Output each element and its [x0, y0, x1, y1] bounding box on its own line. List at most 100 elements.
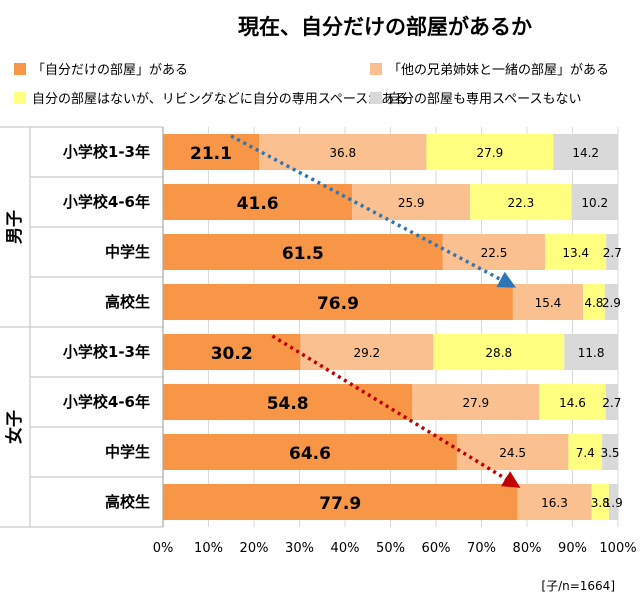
- bar-segment: [163, 434, 457, 470]
- data-label: 28.8: [485, 346, 512, 360]
- bar-segment: [163, 134, 260, 170]
- bar-segment: [568, 434, 603, 470]
- bar-segment: [602, 434, 618, 470]
- bar-segment: [539, 384, 606, 420]
- bar-segment: [163, 484, 518, 520]
- bar-segment: [163, 384, 413, 420]
- data-label: 29.2: [353, 346, 380, 360]
- bar-segment: [470, 184, 572, 220]
- bar-segment: [456, 434, 569, 470]
- legend: 「自分だけの部屋」がある 「他の兄弟姉妹と一緒の部屋」がある自分の部屋はないが、リ…: [14, 63, 609, 107]
- legend-swatch-4: [370, 92, 382, 104]
- bar-segment: [545, 234, 607, 270]
- bar-segment: [571, 184, 618, 220]
- x-tick-label: 0%: [153, 541, 174, 556]
- trend-arrow: [271, 334, 521, 488]
- data-label: 54.8: [267, 394, 309, 414]
- x-tick-label: 50%: [376, 541, 405, 556]
- group-label: 女子: [4, 410, 25, 444]
- chart-title: 現在、自分だけの部屋があるか: [238, 15, 532, 39]
- bar-segment: [517, 484, 592, 520]
- category-label: 高校生: [105, 293, 150, 311]
- bar-segment: [553, 134, 618, 170]
- data-label: 76.9: [317, 294, 359, 314]
- bar-segment: [300, 334, 434, 370]
- data-label: 27.9: [477, 146, 504, 160]
- x-tick-label: 10%: [194, 541, 223, 556]
- bar-segment: [442, 234, 546, 270]
- data-label: 2.7: [603, 246, 622, 260]
- data-label: 4.8: [584, 296, 603, 310]
- sample-size-note: [子/n=1664]: [541, 579, 615, 593]
- data-label: 3.5: [600, 446, 619, 460]
- category-label: 中学生: [105, 243, 150, 261]
- data-label: 14.2: [572, 146, 599, 160]
- x-tick-label: 70%: [467, 541, 496, 556]
- bar-segment: [608, 484, 618, 520]
- data-label: 30.2: [211, 344, 253, 364]
- data-label: 14.6: [559, 396, 586, 410]
- data-label: 3.8: [591, 496, 610, 510]
- data-label: 22.3: [507, 196, 534, 210]
- bar-segment: [426, 134, 554, 170]
- data-label: 13.4: [562, 246, 589, 260]
- category-label: 小学校4-6年: [63, 393, 150, 411]
- bar-segment: [591, 484, 609, 520]
- data-label: 24.5: [499, 446, 526, 460]
- data-label: 27.9: [462, 396, 489, 410]
- legend-swatch-1: [14, 63, 26, 75]
- legend-label-3: 自分の部屋はないが、リビングなどに自分の専用スペースがある: [32, 92, 407, 107]
- bar-segment: [564, 334, 618, 370]
- category-label: 小学校1-3年: [63, 343, 150, 361]
- x-tick-label: 40%: [331, 541, 360, 556]
- category-label: 中学生: [105, 443, 150, 461]
- bar-segment: [352, 184, 471, 220]
- bar-segment: [163, 234, 443, 270]
- data-label: 10.2: [581, 196, 608, 210]
- bar-segment: [582, 284, 605, 320]
- legend-label-1: 「自分だけの部屋」がある: [32, 63, 188, 78]
- data-label: 15.4: [535, 296, 562, 310]
- bar-segment: [604, 284, 618, 320]
- legend-swatch-2: [370, 63, 382, 75]
- bar-segment: [606, 234, 619, 270]
- bar-segment: [605, 384, 618, 420]
- data-label: 64.6: [289, 444, 331, 464]
- data-label: 2.7: [602, 396, 621, 410]
- category-label: 小学校4-6年: [63, 193, 150, 211]
- category-label: 高校生: [105, 493, 150, 511]
- bar-segment: [259, 134, 427, 170]
- legend-swatch-3: [14, 92, 26, 104]
- bar-segment: [512, 284, 583, 320]
- bar-segment: [163, 184, 353, 220]
- x-tick-label: 30%: [285, 541, 314, 556]
- bar-segment: [163, 284, 513, 320]
- x-tick-label: 90%: [558, 541, 587, 556]
- data-label: 22.5: [481, 246, 508, 260]
- data-label: 16.3: [541, 496, 568, 510]
- x-tick-label: 60%: [422, 541, 451, 556]
- data-label: 1.9: [604, 496, 623, 510]
- x-tick-label: 80%: [513, 541, 542, 556]
- data-label: 2.9: [602, 296, 621, 310]
- x-tick-label: 20%: [240, 541, 269, 556]
- bar-segment: [433, 334, 565, 370]
- legend-label-4: 自分の部屋も専用スペースもない: [388, 92, 581, 107]
- data-label: 11.8: [578, 346, 605, 360]
- x-tick-label: 100%: [599, 541, 636, 556]
- data-label: 61.5: [282, 244, 324, 264]
- group-label: 男子: [5, 210, 25, 244]
- data-label: 21.1: [190, 144, 232, 164]
- bar-segment: [412, 384, 540, 420]
- data-label: 25.9: [398, 196, 425, 210]
- category-label: 小学校1-3年: [63, 143, 150, 161]
- data-label: 77.9: [319, 494, 361, 514]
- bar-segment: [163, 334, 301, 370]
- data-label: 36.8: [329, 146, 356, 160]
- trend-arrow: [230, 134, 516, 288]
- legend-label-2: 「他の兄弟姉妹と一緒の部屋」がある: [388, 63, 609, 78]
- data-label: 41.6: [237, 194, 279, 214]
- plot-area: 0% 10% 20% 30% 40% 50% 60% 70% 80% 90% 100%男子小学校1-…: [0, 126, 637, 556]
- data-label: 7.4: [576, 446, 595, 460]
